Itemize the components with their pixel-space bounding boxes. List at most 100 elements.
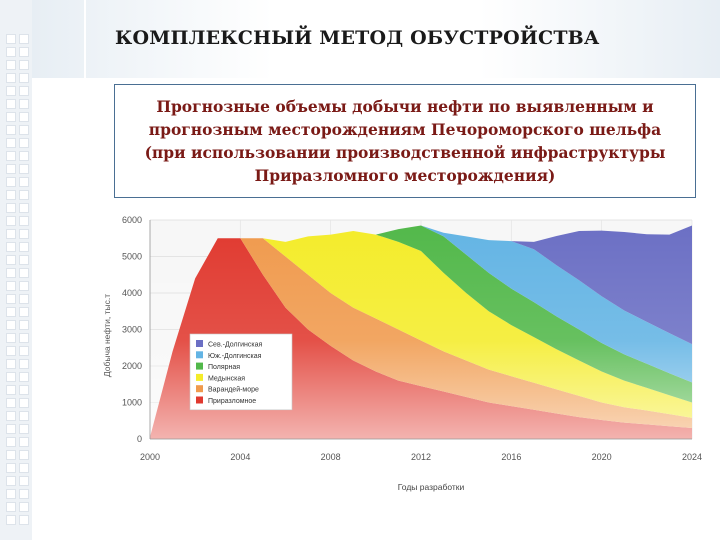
- decorative-square: [19, 47, 29, 57]
- decorative-square: [6, 411, 16, 421]
- decorative-square: [6, 320, 16, 330]
- y-tick-label: 6000: [122, 215, 142, 225]
- x-tick-label: 2004: [230, 452, 250, 462]
- decorative-square: [6, 515, 16, 525]
- decorative-square: [6, 164, 16, 174]
- page-title: КОМПЛЕКСНЫЙ МЕТОД ОБУСТРОЙСТВА: [115, 27, 600, 49]
- decorative-square: [19, 411, 29, 421]
- decorative-square: [6, 463, 16, 473]
- decorative-square: [6, 398, 16, 408]
- legend-label: Юж.-Долгинская: [208, 353, 262, 360]
- decorative-square: [19, 437, 29, 447]
- decorative-square: [6, 99, 16, 109]
- decorative-square: [19, 489, 29, 499]
- y-tick-label: 1000: [122, 398, 142, 408]
- decorative-square: [19, 229, 29, 239]
- legend-label: Приразломное: [208, 398, 256, 405]
- decorative-square: [6, 190, 16, 200]
- decorative-square: [19, 359, 29, 369]
- decorative-square: [19, 138, 29, 148]
- decorative-square: [19, 164, 29, 174]
- y-tick-label: 2000: [122, 361, 142, 371]
- decorative-square: [6, 203, 16, 213]
- chart-subtitle: Прогнозные объемы добычи нефти по выявле…: [135, 95, 676, 187]
- decorative-square: [6, 424, 16, 434]
- decorative-square: [19, 372, 29, 382]
- decorative-square: [19, 34, 29, 44]
- y-axis-label: Добыча нефти, тыс.т: [102, 294, 112, 377]
- decorative-square: [19, 385, 29, 395]
- decorative-square: [19, 515, 29, 525]
- decorative-square: [6, 112, 16, 122]
- decorative-square: [6, 216, 16, 226]
- legend-swatch: [196, 340, 203, 347]
- legend-swatch: [196, 396, 203, 404]
- x-tick-label: 2012: [411, 452, 431, 462]
- subtitle-box: Прогнозные объемы добычи нефти по выявле…: [114, 84, 696, 198]
- decorative-square: [19, 294, 29, 304]
- chart-frame: 0 1000 2000 3000 4000 5000 6000 2000 2004 2008 201…: [100, 208, 706, 500]
- decorative-square: [6, 476, 16, 486]
- decorative-square: [6, 242, 16, 252]
- decorative-square: [6, 138, 16, 148]
- decorative-square: [19, 476, 29, 486]
- subtitle-line: Прогнозные объемы добычи нефти по выявле…: [156, 97, 654, 116]
- decorative-square: [6, 125, 16, 135]
- decorative-square: [19, 307, 29, 317]
- vertical-divider: [84, 0, 86, 540]
- header-band: [32, 0, 720, 78]
- x-tick-label: 2020: [592, 452, 612, 462]
- legend-swatch: [196, 385, 203, 393]
- decorative-square: [6, 229, 16, 239]
- decorative-square: [19, 60, 29, 70]
- y-tick-label: 3000: [122, 325, 142, 335]
- decorative-square: [19, 203, 29, 213]
- x-tick-label: 2016: [501, 452, 521, 462]
- decorative-square: [19, 86, 29, 96]
- decorative-square: [6, 333, 16, 343]
- subtitle-line: Приразломного месторождения): [254, 166, 556, 185]
- legend-swatch: [196, 362, 203, 370]
- decorative-square: [6, 372, 16, 382]
- x-tick-label: 2008: [321, 452, 341, 462]
- decorative-square: [19, 502, 29, 512]
- y-tick-label: 0: [137, 434, 142, 444]
- decorative-square-strip: [0, 0, 32, 540]
- decorative-square: [6, 177, 16, 187]
- decorative-square: [6, 268, 16, 278]
- decorative-square: [19, 216, 29, 226]
- decorative-square: [6, 489, 16, 499]
- legend-label: Медынская: [208, 375, 245, 382]
- decorative-square: [19, 151, 29, 161]
- x-tick-label: 2000: [140, 452, 160, 462]
- decorative-square: [6, 60, 16, 70]
- decorative-square: [6, 437, 16, 447]
- legend-label: Полярная: [208, 364, 240, 371]
- decorative-square: [6, 359, 16, 369]
- y-tick-label: 4000: [122, 288, 142, 298]
- decorative-square: [19, 346, 29, 356]
- decorative-square: [6, 281, 16, 291]
- decorative-square: [19, 255, 29, 265]
- stacked-area-chart: 0 1000 2000 3000 4000 5000 6000 2000 2004 2008 201…: [102, 215, 702, 492]
- decorative-square: [6, 385, 16, 395]
- decorative-square: [19, 99, 29, 109]
- decorative-square: [19, 333, 29, 343]
- legend-label: Варандей-море: [208, 386, 259, 394]
- decorative-square: [19, 190, 29, 200]
- x-tick-label: 2024: [682, 452, 702, 462]
- decorative-square: [19, 463, 29, 473]
- decorative-square: [19, 177, 29, 187]
- legend-swatch: [196, 351, 203, 359]
- decorative-square: [19, 450, 29, 460]
- decorative-square: [6, 307, 16, 317]
- decorative-square: [6, 346, 16, 356]
- decorative-square: [6, 294, 16, 304]
- decorative-square: [19, 398, 29, 408]
- decorative-square: [6, 34, 16, 44]
- legend-label: Сев.-Долгинская: [208, 342, 263, 349]
- decorative-square: [19, 268, 29, 278]
- decorative-square: [6, 47, 16, 57]
- y-tick-label: 5000: [122, 252, 142, 262]
- decorative-square: [19, 125, 29, 135]
